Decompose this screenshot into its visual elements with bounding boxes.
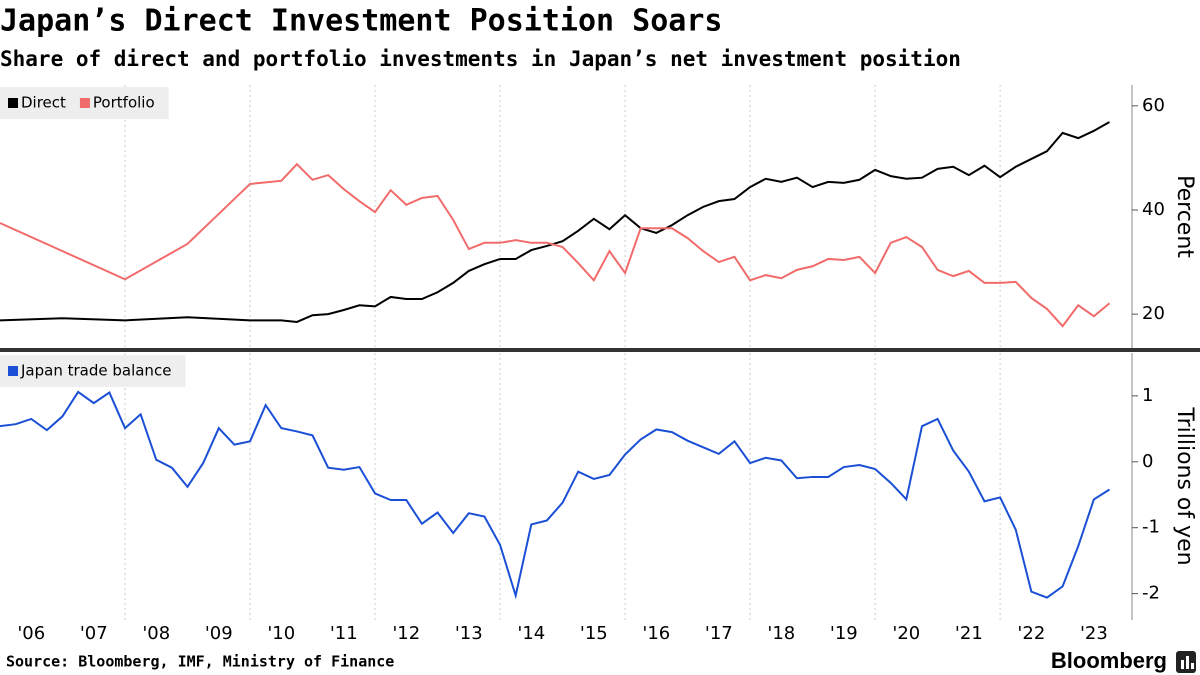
legend-bg: [0, 355, 186, 387]
y-axis-label: Trillions of yen: [1172, 406, 1197, 565]
y-tick-label: 1: [1142, 385, 1153, 406]
y-tick-label: 40: [1142, 199, 1165, 220]
x-tick-label: '18: [767, 623, 795, 644]
logo-text: Bloomberg: [1051, 648, 1167, 673]
x-tick-label: '11: [330, 623, 358, 644]
x-tick-label: '06: [17, 623, 45, 644]
legend-swatch: [8, 98, 18, 108]
x-tick-label: '14: [517, 623, 545, 644]
legend-swatch: [79, 98, 90, 108]
legend-label: Japan trade balance: [20, 362, 171, 380]
x-tick-label: '13: [455, 623, 483, 644]
y-axis-label: Percent: [1172, 175, 1197, 258]
legend-label: Portfolio: [93, 94, 155, 112]
x-tick-label: '20: [892, 623, 920, 644]
logo-icon-bar: [1186, 656, 1189, 669]
x-tick-label: '07: [80, 623, 108, 644]
chart-subtitle: Share of direct and portfolio investment…: [0, 47, 961, 71]
x-tick-label: '08: [142, 623, 170, 644]
legend-swatch: [8, 366, 18, 376]
legend-label: Direct: [21, 94, 66, 112]
y-tick-label: 20: [1142, 303, 1165, 324]
x-tick-label: '09: [205, 623, 233, 644]
x-tick-label: '15: [580, 623, 608, 644]
y-tick-label: 0: [1142, 451, 1153, 472]
series-line: [0, 121, 1110, 323]
y-tick-label: -1: [1142, 517, 1160, 538]
logo-icon-bar: [1181, 660, 1184, 669]
source: Source: Bloomberg, IMF, Ministry of Fina…: [6, 653, 394, 671]
x-tick-label: '19: [830, 623, 858, 644]
chart-title: Japan’s Direct Investment Position Soars: [0, 4, 722, 39]
series-line: [0, 162, 1111, 328]
x-tick-label: '16: [642, 623, 670, 644]
y-tick-label: -2: [1142, 583, 1160, 604]
y-tick-label: 60: [1142, 95, 1165, 116]
x-tick-label: '12: [392, 623, 420, 644]
series-line: [0, 390, 1111, 600]
x-tick-label: '21: [955, 623, 983, 644]
panel-separator: [0, 348, 1200, 352]
x-tick-label: '10: [267, 623, 295, 644]
x-tick-label: '22: [1017, 623, 1045, 644]
x-tick-label: '17: [705, 623, 733, 644]
x-tick-label: '23: [1080, 623, 1108, 644]
logo-icon-bar: [1191, 663, 1194, 669]
